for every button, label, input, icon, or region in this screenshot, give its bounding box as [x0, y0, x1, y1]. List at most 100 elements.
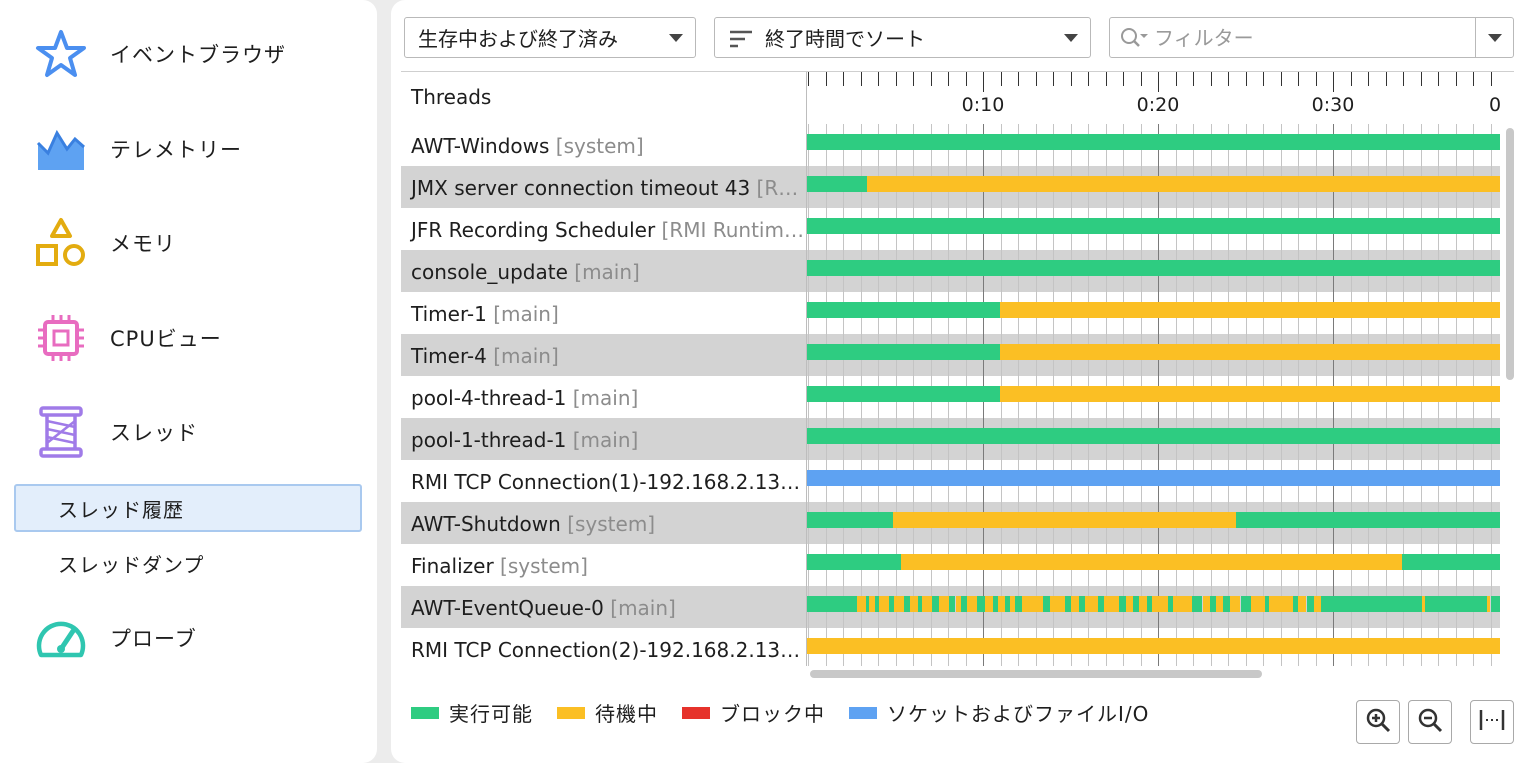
state-segment-runnable	[993, 596, 998, 612]
thread-timeline-lane[interactable]	[806, 208, 1500, 250]
thread-name-text: Timer-1	[411, 302, 487, 326]
state-segment-runnable	[949, 596, 955, 612]
filter-input[interactable]	[1154, 23, 1472, 53]
legend-label: ソケットおよびファイルI/O	[887, 702, 1150, 726]
thread-timeline-lane[interactable]	[806, 334, 1500, 376]
zoom-in-button[interactable]	[1356, 700, 1400, 744]
ruler-tick	[1193, 72, 1194, 86]
thread-timeline-lane[interactable]	[806, 376, 1500, 418]
thread-row[interactable]: AWT-Shutdown [system]	[401, 502, 1500, 544]
sort-dropdown[interactable]: 終了時間でソート	[714, 17, 1091, 58]
state-segment-waiting	[1173, 596, 1192, 612]
state-segment-waiting	[1298, 596, 1306, 612]
state-segment-runnable	[1241, 596, 1251, 612]
thread-name: AWT-Windows [system]	[401, 124, 806, 166]
thread-row[interactable]: AWT-EventQueue-0 [main]	[401, 586, 1500, 628]
legend-swatch	[411, 706, 439, 719]
state-segment-waiting	[901, 554, 1403, 570]
thread-timeline-lane[interactable]	[806, 124, 1500, 166]
zoom-out-button[interactable]	[1408, 700, 1452, 744]
state-segment-runnable	[807, 260, 1500, 276]
vertical-scrollbar[interactable]	[1503, 124, 1515, 666]
thread-name-text: Finalizer	[411, 554, 494, 578]
thread-row[interactable]: RMI TCP Connection(2)-192.168.2.132 …	[401, 628, 1500, 666]
ruler-tick	[1403, 72, 1404, 86]
ruler-tick	[1053, 72, 1054, 86]
ruler-tick	[931, 72, 932, 86]
sidebar-item-memory[interactable]: メモリ	[0, 208, 377, 278]
sort-value: 終了時間でソート	[765, 27, 925, 51]
sidebar-subitem-thread-dump[interactable]: スレッドダンプ	[14, 539, 362, 587]
thread-timeline-lane[interactable]	[806, 544, 1500, 586]
state-segment-waiting	[967, 596, 977, 612]
thread-row[interactable]: pool-4-thread-1 [main]	[401, 376, 1500, 418]
thread-row[interactable]: Timer-1 [main]	[401, 292, 1500, 334]
thread-name: pool-4-thread-1 [main]	[401, 376, 806, 418]
scrollbar-thumb[interactable]	[810, 670, 1262, 678]
sidebar-item-probes[interactable]: プローブ	[0, 603, 377, 673]
state-segment-runnable	[807, 428, 1500, 444]
sidebar-subitem-label: スレッドダンプ	[58, 552, 205, 577]
sidebar-item-event-browser[interactable]: イベントブラウザ	[0, 19, 377, 89]
ruler-tick	[1088, 72, 1089, 86]
thread-timeline-lane[interactable]	[806, 502, 1500, 544]
thread-row[interactable]: console_update [main]	[401, 250, 1500, 292]
horizontal-scrollbar[interactable]	[806, 666, 1500, 682]
timeline-ruler[interactable]: 0:10 0:20 0:30 0	[806, 72, 1500, 124]
state-segment-runnable	[1168, 596, 1174, 612]
state-segment-waiting	[894, 596, 904, 612]
state-segment-waiting	[1000, 386, 1500, 402]
sidebar-subitem-thread-history[interactable]: スレッド履歴	[14, 484, 362, 532]
thread-name: RMI TCP Connection(2)-192.168.2.132 …	[401, 628, 806, 666]
thread-timeline-lane[interactable]	[806, 586, 1500, 628]
ruler-tick	[1036, 72, 1037, 86]
thread-row[interactable]: pool-1-thread-1 [main]	[401, 418, 1500, 460]
state-segment-runnable	[1425, 596, 1487, 612]
thread-group-text: [system]	[500, 554, 588, 578]
thread-name: Finalizer [system]	[401, 544, 806, 586]
thread-name-text: AWT-Windows	[411, 134, 550, 158]
ruler-tick	[1001, 72, 1002, 86]
state-segment-waiting	[1085, 596, 1099, 612]
thread-name-text: JMX server connection timeout 43	[411, 176, 751, 200]
ruler-tick	[1176, 72, 1177, 86]
state-segment-runnable	[1236, 512, 1500, 528]
thread-timeline-lane[interactable]	[806, 292, 1500, 334]
thread-name: JMX server connection timeout 43 [R…	[401, 166, 806, 208]
thread-timeline-lane[interactable]	[806, 460, 1500, 502]
thread-row[interactable]: RMI TCP Connection(1)-192.168.2.132 …	[401, 460, 1500, 502]
state-segment-runnable	[807, 218, 1500, 234]
state-segment-runnable	[1192, 596, 1202, 612]
scrollbar-thumb[interactable]	[1506, 128, 1514, 380]
thread-group-text: [system]	[555, 134, 644, 158]
sidebar-item-telemetry[interactable]: テレメトリー	[0, 114, 377, 184]
gauge-icon	[34, 611, 88, 665]
thread-row[interactable]: AWT-Windows [system]	[401, 124, 1500, 166]
sidebar-item-cpu[interactable]: CPUビュー	[0, 303, 377, 373]
sidebar: イベントブラウザ テレメトリー メモリ CPUビュー スレッド スレッド履歴 ス…	[0, 0, 377, 763]
thread-state-bar	[807, 470, 1500, 486]
thread-timeline-lane[interactable]	[806, 418, 1500, 460]
thread-row[interactable]: JMX server connection timeout 43 [R…	[401, 166, 1500, 208]
thread-name-text: AWT-Shutdown	[411, 512, 561, 536]
ruler-tick	[1228, 72, 1229, 86]
ruler-tick	[861, 72, 862, 86]
thread-row[interactable]: Timer-4 [main]	[401, 334, 1500, 376]
zoom-out-icon	[1417, 707, 1443, 737]
state-segment-waiting	[879, 596, 889, 612]
thread-row[interactable]: JFR Recording Scheduler [RMI Runtim…	[401, 208, 1500, 250]
state-filter-dropdown[interactable]: 生存中および終了済み	[404, 17, 696, 58]
thread-row[interactable]: Finalizer [system]	[401, 544, 1500, 586]
thread-timeline-lane[interactable]	[806, 166, 1500, 208]
legend-swatch	[557, 706, 585, 719]
state-segment-waiting	[857, 596, 866, 612]
fit-width-button[interactable]	[1470, 700, 1514, 744]
state-segment-waiting	[867, 176, 1500, 192]
thread-timeline-lane[interactable]	[806, 250, 1500, 292]
telemetry-chart-icon	[34, 122, 88, 176]
thread-state-bar	[807, 596, 1500, 612]
sidebar-item-threads[interactable]: スレッド	[0, 397, 377, 467]
thread-name-text: AWT-EventQueue-0	[411, 596, 604, 620]
filter-options-button[interactable]	[1475, 18, 1513, 57]
thread-timeline-lane[interactable]	[806, 628, 1500, 666]
